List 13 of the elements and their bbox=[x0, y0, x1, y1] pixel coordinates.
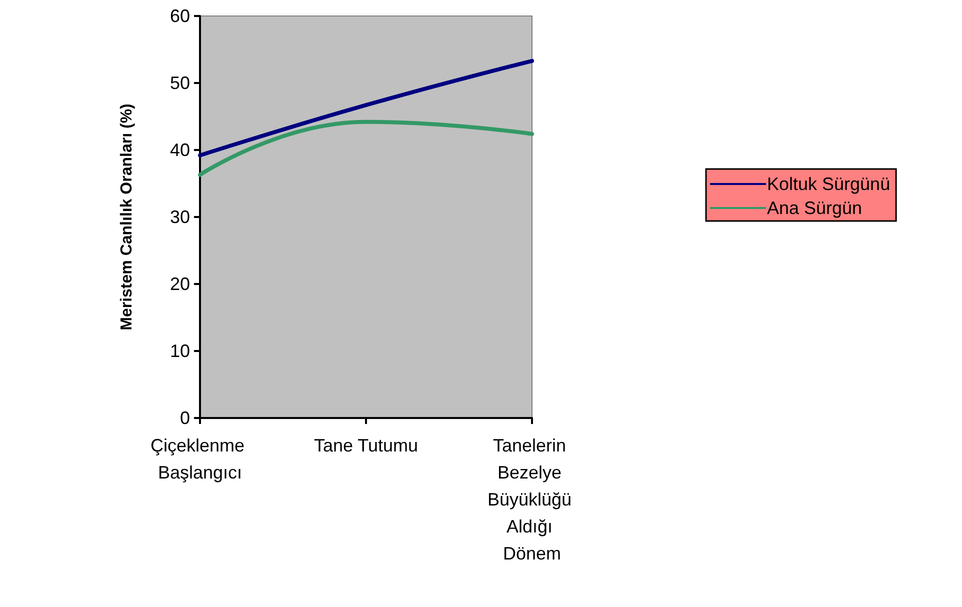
legend-label: Ana Sürgün bbox=[767, 198, 862, 218]
y-tick-label: 30 bbox=[170, 207, 190, 227]
y-tick-label: 0 bbox=[180, 408, 190, 428]
legend-label: Koltuk Sürgünü bbox=[767, 174, 890, 194]
y-tick-label: 20 bbox=[170, 274, 190, 294]
y-tick-label: 50 bbox=[170, 73, 190, 93]
x-tick-label: Çiçeklenme Başlangıcı bbox=[150, 436, 250, 482]
y-tick-label: 40 bbox=[170, 140, 190, 160]
y-tick-label: 10 bbox=[170, 341, 190, 361]
x-tick-label: Tane Tutumu bbox=[314, 436, 418, 456]
x-tick-label: Tanelerin Bezelye Büyüklüğü Aldığı Dönem bbox=[487, 436, 577, 564]
y-axis-title: Meristem Canlılık Oranları (%) bbox=[118, 104, 136, 330]
y-tick-label: 60 bbox=[170, 6, 190, 26]
